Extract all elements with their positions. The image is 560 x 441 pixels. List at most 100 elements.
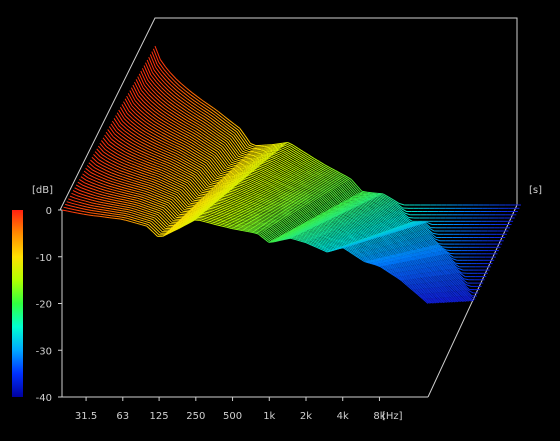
waterfall-slice-segment — [204, 197, 210, 200]
waterfall-slice-segment — [112, 181, 118, 184]
waterfall-slice-segment — [150, 137, 157, 142]
waterfall-slice-segment — [71, 202, 78, 206]
waterfall-slice-segment — [215, 189, 222, 193]
waterfall-slice-segment — [181, 215, 188, 219]
waterfall-slice-segment — [130, 214, 136, 217]
waterfall-slice-segment — [169, 213, 176, 220]
waterfall-slice-segment — [297, 233, 304, 237]
waterfall-slice-segment — [254, 188, 261, 193]
frequency-unit-label: [Hz] — [382, 411, 403, 422]
waterfall-slice-segment — [379, 236, 386, 242]
waterfall-slice-segment — [255, 226, 261, 229]
waterfall-slice-segment — [289, 162, 295, 167]
waterfall-slice-segment — [86, 209, 92, 211]
waterfall-slice-segment — [142, 215, 149, 219]
waterfall-slice-segment — [167, 214, 174, 222]
waterfall-slice-segment — [188, 96, 195, 102]
waterfall-slice-segment — [376, 228, 383, 233]
waterfall-slice-segment — [403, 213, 409, 218]
waterfall-slice-segment — [296, 170, 303, 175]
waterfall-slice-segment — [130, 108, 137, 115]
waterfall-slice-segment — [386, 264, 393, 270]
waterfall-slice-segment — [331, 184, 338, 189]
waterfall-slice-segment — [271, 220, 278, 224]
waterfall-slice-segment — [278, 195, 285, 199]
waterfall-slice-segment — [298, 237, 304, 241]
waterfall-slice-segment — [421, 251, 428, 255]
waterfall-slice-segment — [207, 152, 214, 158]
waterfall-slice-segment — [225, 189, 232, 193]
waterfall-slice-segment — [441, 297, 448, 303]
waterfall-slice-segment — [213, 167, 220, 176]
waterfall-slice-segment — [412, 278, 419, 285]
waterfall-slice-segment — [365, 260, 372, 264]
waterfall-slice-segment — [222, 184, 228, 187]
waterfall-slice-segment — [194, 138, 201, 144]
waterfall-slice-segment — [392, 272, 399, 278]
waterfall-slice-segment — [184, 112, 191, 117]
waterfall-slice-segment — [183, 102, 190, 108]
waterfall-slice-segment — [230, 218, 237, 221]
waterfall-slice-segment — [405, 266, 412, 271]
waterfall-slice-segment — [215, 202, 221, 205]
waterfall-slice-segment — [123, 118, 130, 124]
waterfall-slice-segment — [336, 238, 343, 243]
waterfall-slice-segment — [393, 231, 400, 237]
waterfall-slice-segment — [311, 185, 318, 189]
waterfall-slice-segment — [234, 158, 241, 162]
waterfall-slice-segment — [354, 236, 361, 241]
waterfall-slice-segment — [329, 179, 336, 184]
waterfall-slice-segment — [157, 190, 164, 195]
waterfall-slice-segment — [118, 125, 125, 132]
waterfall-slice-segment — [189, 115, 196, 121]
waterfall-slice-segment — [464, 295, 471, 302]
waterfall-slice-segment — [379, 227, 386, 232]
waterfall-slice-segment — [302, 215, 309, 222]
waterfall-slice-segment — [379, 257, 386, 261]
waterfall-slice-segment — [97, 145, 104, 153]
waterfall-slice-segment — [427, 245, 433, 250]
waterfall-slice-segment — [208, 189, 214, 193]
waterfall-slice-segment — [316, 233, 322, 237]
waterfall-slice-segment — [150, 190, 157, 194]
waterfall-slice-segment — [309, 186, 316, 190]
waterfall-slice-segment — [223, 190, 230, 194]
frequency-axis-ticks: 31.5 63 125 250 500 1k 2k 4k 8k — [75, 397, 386, 422]
waterfall-slice-segment — [326, 247, 333, 251]
waterfall-slice-segment — [170, 139, 177, 144]
waterfall-slice-segment — [236, 173, 243, 177]
waterfall-slice-segment — [219, 161, 226, 170]
waterfall-slice-segment — [357, 193, 363, 196]
waterfall-slice-segment — [264, 200, 270, 204]
waterfall-slice-segment — [169, 111, 176, 117]
waterfall-slice-segment — [194, 110, 201, 115]
waterfall-slice-segment — [109, 165, 115, 169]
waterfall-slice-segment — [307, 233, 314, 236]
waterfall-slice-segment — [414, 259, 421, 265]
waterfall-slice-segment — [105, 160, 112, 164]
waterfall-slice-segment — [153, 229, 160, 236]
waterfall-slice-segment — [116, 112, 123, 122]
waterfall-slice-segment — [317, 242, 324, 246]
waterfall-slice-segment — [118, 151, 125, 156]
waterfall-slice-segment — [234, 179, 240, 182]
waterfall-slice-segment — [420, 293, 427, 300]
waterfall-slice-segment — [447, 285, 454, 292]
waterfall-slice-segment — [264, 220, 271, 223]
waterfall-slice-segment — [254, 175, 261, 179]
waterfall-slice-segment — [253, 227, 260, 230]
waterfall-slice-segment — [255, 216, 262, 219]
waterfall-slice-segment — [267, 150, 273, 153]
waterfall-slice-segment — [310, 223, 317, 225]
waterfall-slice-segment — [249, 173, 256, 177]
waterfall-slice-segment — [429, 292, 436, 299]
waterfall-slice-segment — [285, 234, 291, 237]
waterfall-slice-segment — [156, 175, 163, 179]
waterfall-slice-segment — [282, 213, 289, 217]
waterfall-slice-segment — [190, 125, 197, 130]
waterfall-slice-segment — [390, 261, 397, 265]
waterfall-slice-segment — [393, 237, 400, 243]
waterfall-slice-segment — [265, 160, 271, 164]
waterfall-slice-segment — [392, 254, 399, 258]
waterfall-slice-segment — [323, 248, 329, 252]
